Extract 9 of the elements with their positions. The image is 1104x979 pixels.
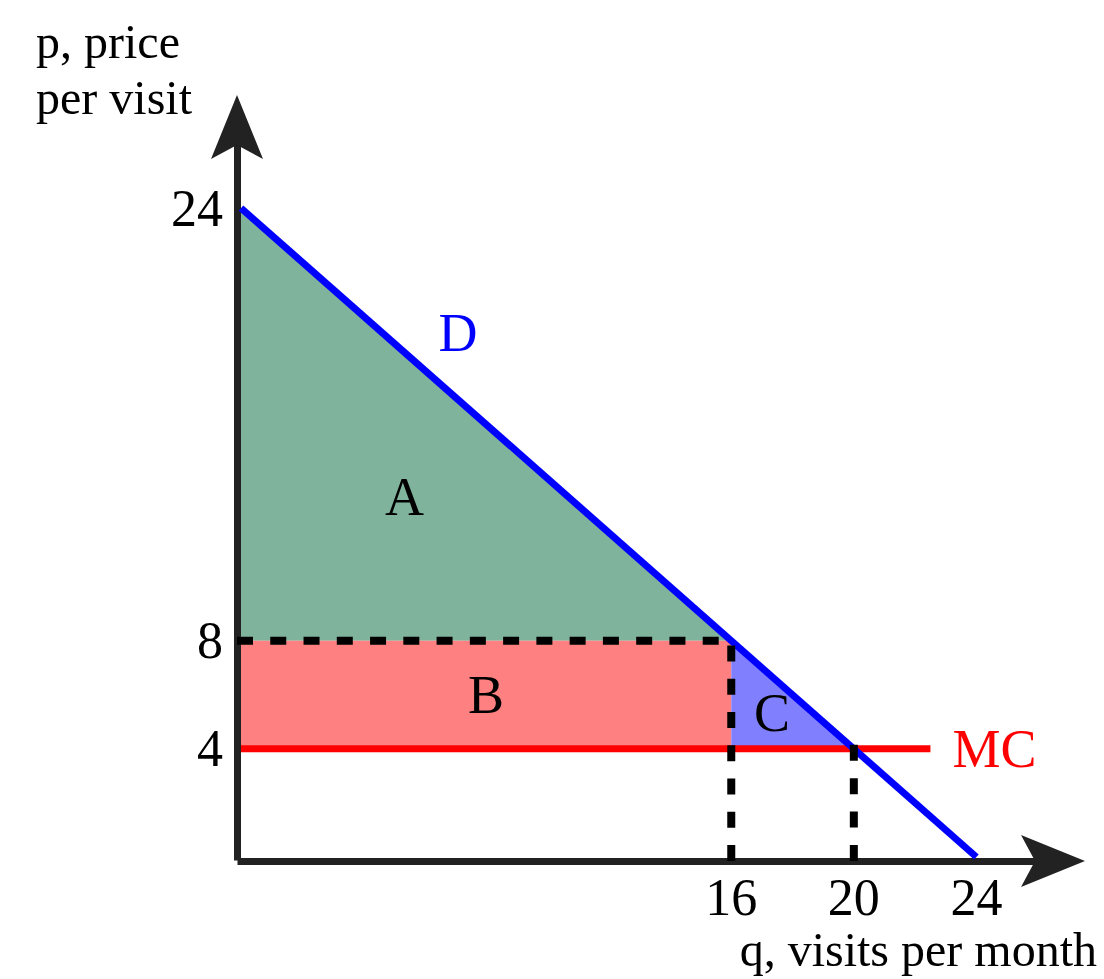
annotation: B — [468, 664, 505, 725]
series-label: MC — [952, 718, 1037, 779]
annotation: A — [384, 466, 424, 527]
y-tick-label: 8 — [197, 612, 223, 670]
y-tick-label: 24 — [171, 179, 223, 237]
y-axis-title: p, price per visit — [36, 14, 193, 124]
series-label: D — [438, 302, 478, 363]
annotation: C — [754, 682, 791, 743]
y-tick-label: 4 — [197, 720, 223, 778]
